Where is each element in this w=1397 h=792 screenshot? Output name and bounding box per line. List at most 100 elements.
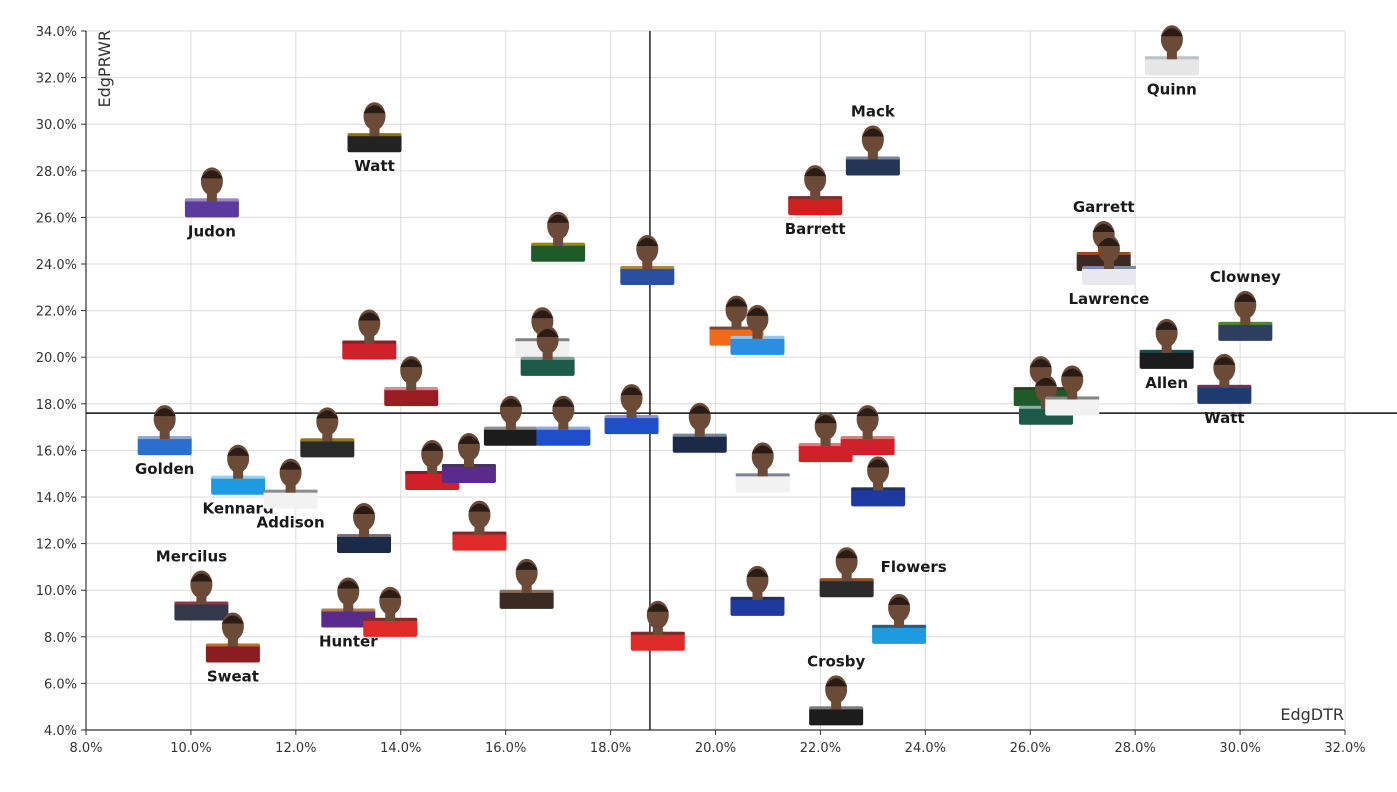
player-neck <box>1067 391 1078 400</box>
player-point[interactable]: Clowney <box>1210 268 1281 341</box>
player-jersey <box>205 643 260 663</box>
player-neck <box>542 351 553 360</box>
y-tick-label: 6.0% <box>44 677 77 692</box>
player-point[interactable] <box>735 442 790 493</box>
player-hair <box>552 398 575 407</box>
player-label: Watt <box>354 157 394 175</box>
player-neck <box>731 321 742 330</box>
player-neck <box>642 261 653 269</box>
player-point[interactable]: Allen <box>1139 318 1194 392</box>
player-hair <box>353 505 376 514</box>
player-point[interactable]: Watt <box>1197 353 1252 427</box>
player-point[interactable]: Hunter <box>319 577 378 651</box>
player-point[interactable]: Sweat <box>205 612 260 685</box>
player-point[interactable]: Golden <box>135 405 194 478</box>
player-neck <box>752 330 763 339</box>
player-hair <box>1160 28 1183 37</box>
player-point[interactable] <box>536 395 591 446</box>
player-neck <box>558 421 569 430</box>
player-point[interactable] <box>620 235 675 285</box>
player-point[interactable] <box>452 500 507 551</box>
player-neck <box>553 237 564 246</box>
player-jersey <box>184 198 239 218</box>
player-label: Watt <box>1204 409 1244 427</box>
player-point[interactable] <box>798 412 853 463</box>
player-point[interactable] <box>531 211 586 262</box>
player-point[interactable]: Quinn <box>1144 25 1199 98</box>
player-neck <box>474 526 485 535</box>
player-point[interactable]: Barrett <box>785 165 846 238</box>
player-point[interactable]: Lawrence <box>1069 235 1150 308</box>
player-neck <box>694 428 705 437</box>
y-axis-title: EdgPRWR <box>95 30 114 107</box>
x-axis-title: EdgDTR <box>1280 705 1344 724</box>
player-hair <box>358 312 381 321</box>
player-point[interactable] <box>630 600 685 651</box>
player-label: Flowers <box>881 558 947 576</box>
player-point[interactable] <box>337 502 392 553</box>
player-hair <box>227 447 250 456</box>
player-label: Quinn <box>1147 80 1197 98</box>
player-hair <box>547 214 570 223</box>
player-point[interactable]: Judon <box>184 167 239 240</box>
player-point[interactable] <box>300 407 355 458</box>
player-point[interactable]: Watt <box>347 102 402 175</box>
player-point[interactable]: Kennard <box>203 444 274 518</box>
x-tick-label: 32.0% <box>1324 741 1365 756</box>
player-hair <box>688 405 711 414</box>
player-neck <box>873 482 884 491</box>
player-point[interactable]: Mercilus <box>156 548 229 621</box>
player-point[interactable] <box>441 433 496 484</box>
player-point[interactable]: Flowers <box>819 547 947 598</box>
player-neck <box>406 382 417 391</box>
y-tick-label: 34.0% <box>36 25 77 40</box>
player-point[interactable] <box>840 405 895 456</box>
player-point[interactable] <box>604 384 659 435</box>
player-hair <box>363 105 386 114</box>
player-point[interactable] <box>520 325 575 376</box>
player-label: Golden <box>135 460 194 478</box>
player-jersey <box>1139 349 1194 369</box>
player-label: Kennard <box>203 500 274 518</box>
y-tick-label: 24.0% <box>36 258 77 273</box>
y-tick-label: 28.0% <box>36 165 77 180</box>
player-point[interactable] <box>384 356 439 407</box>
y-tick-label: 22.0% <box>36 305 77 320</box>
player-neck <box>322 433 333 442</box>
player-hair <box>1092 224 1115 233</box>
player-jersey <box>483 426 538 446</box>
player-jersey <box>347 133 402 153</box>
player-neck <box>385 612 396 621</box>
player-label: Barrett <box>785 220 846 238</box>
axes: 8.0% 10.0% 12.0% 14.0% 16.0% 18.0% 20.0% 22.0% 2… <box>36 25 1366 756</box>
player-point[interactable]: Addison <box>257 458 325 532</box>
player-point[interactable] <box>872 593 927 644</box>
player-label: Judon <box>187 222 236 240</box>
player-point[interactable] <box>499 558 554 609</box>
player-hair <box>1213 356 1236 365</box>
player-point[interactable] <box>342 309 397 360</box>
player-hair <box>1034 377 1057 386</box>
player-hair <box>153 408 176 417</box>
player-jersey <box>1144 56 1199 76</box>
player-point[interactable] <box>363 586 418 637</box>
player-point[interactable] <box>851 456 906 507</box>
player-label: Hunter <box>319 633 378 651</box>
player-point[interactable] <box>483 395 538 446</box>
x-tick-label: 30.0% <box>1219 741 1260 756</box>
player-point[interactable]: Crosby <box>807 652 865 726</box>
player-point[interactable] <box>730 304 785 355</box>
player-neck <box>1219 379 1230 388</box>
player-jersey <box>174 601 229 621</box>
player-point[interactable] <box>730 565 785 616</box>
player-jersey <box>1197 384 1252 404</box>
y-tick-label: 18.0% <box>36 398 77 413</box>
player-point[interactable]: Mack <box>845 102 900 176</box>
player-point[interactable] <box>1045 365 1100 416</box>
player-point[interactable] <box>672 402 727 453</box>
player-hair <box>1155 321 1178 330</box>
player-neck <box>364 335 375 344</box>
player-hair <box>835 550 858 559</box>
player-neck <box>159 431 170 440</box>
